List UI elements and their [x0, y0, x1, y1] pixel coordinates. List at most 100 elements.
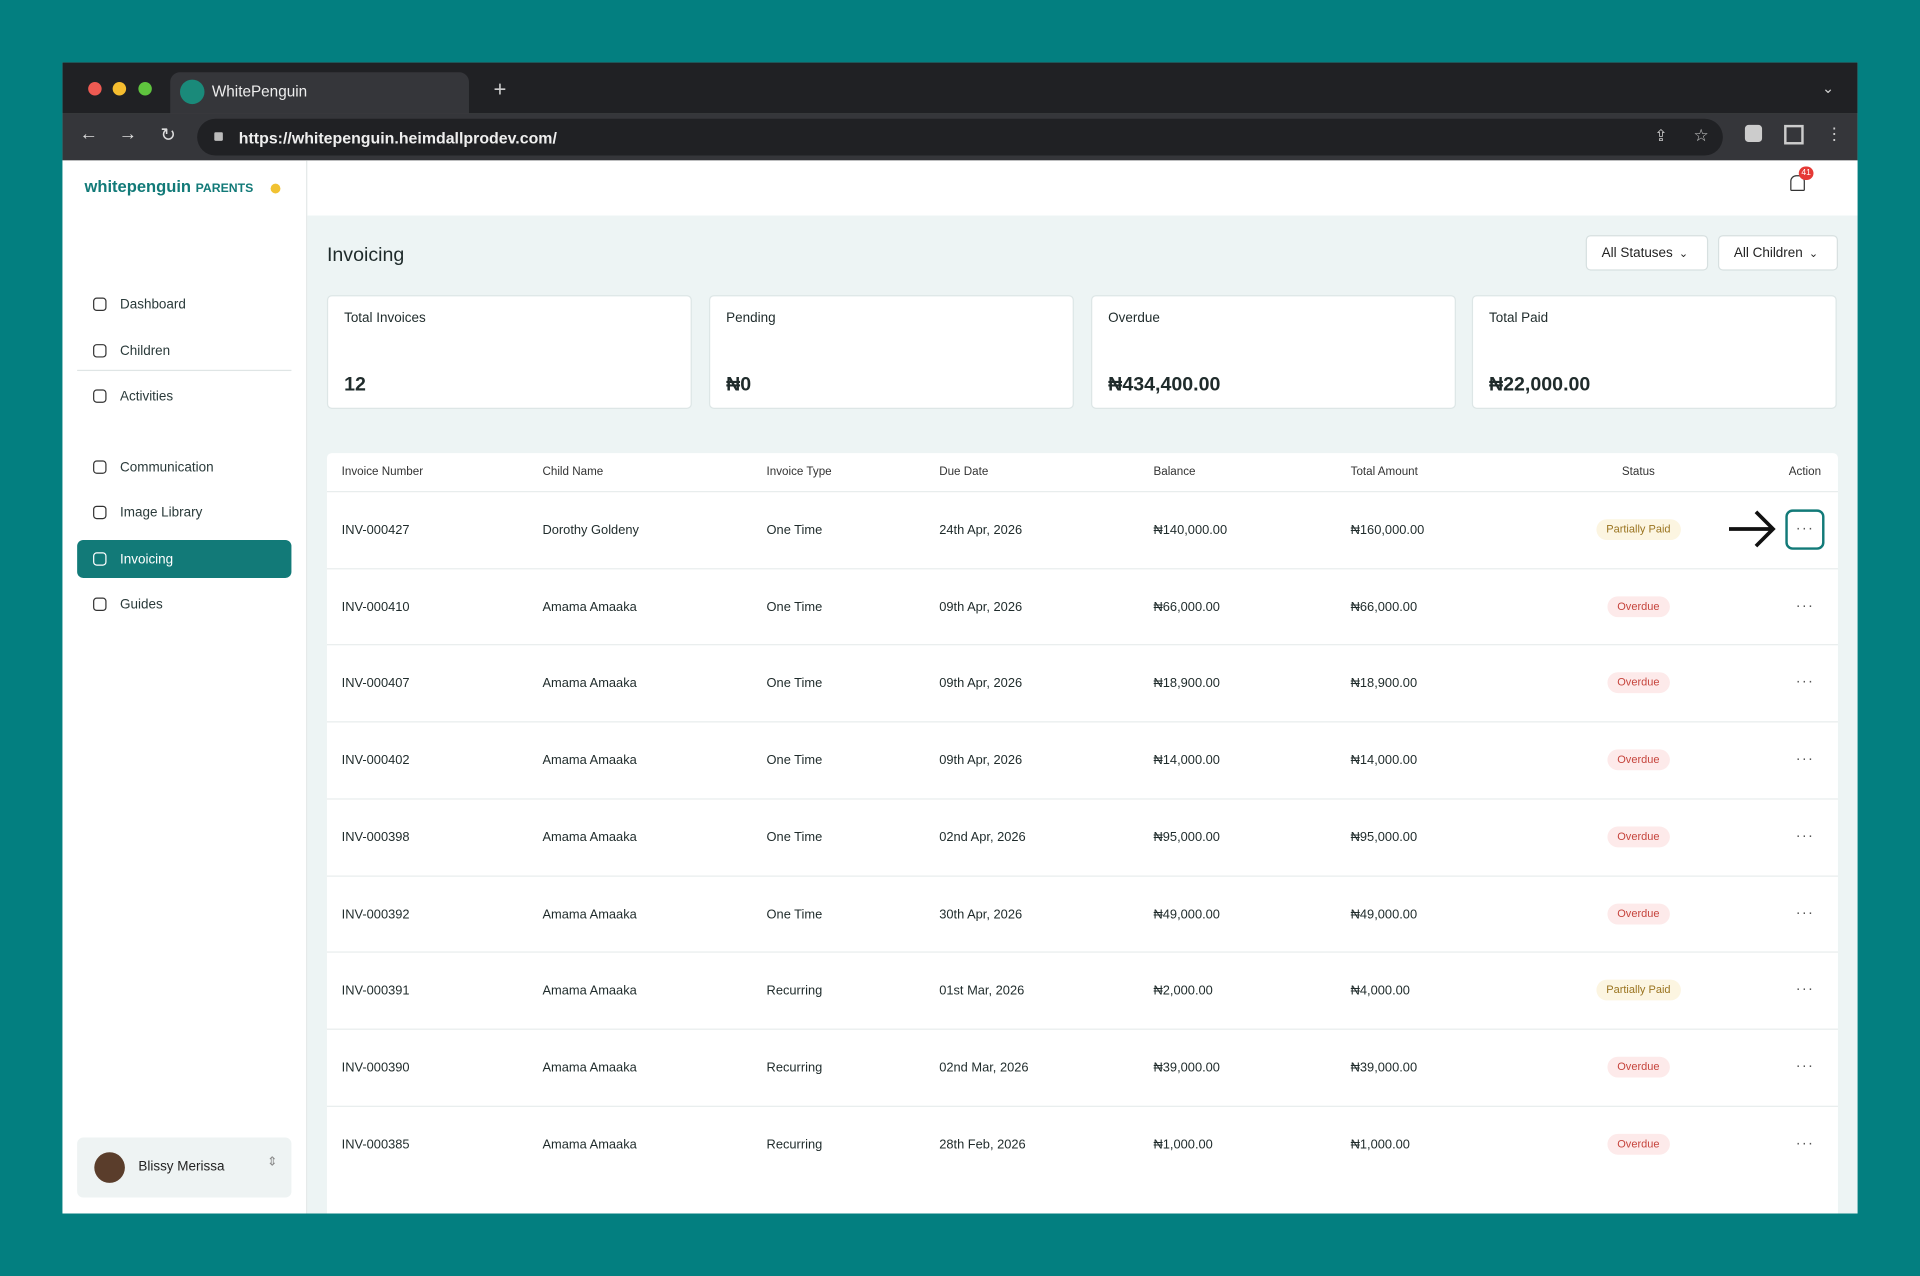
action-button[interactable]: ··· — [1795, 749, 1815, 767]
nav-item[interactable]: Communication — [77, 448, 291, 486]
minimize-button[interactable] — [112, 82, 127, 96]
side-panel[interactable] — [1784, 124, 1804, 145]
bookmark[interactable]: ☆ — [1693, 124, 1709, 145]
table-cell: INV-000427 — [341, 522, 410, 538]
table-cell: ₦66,000.00 — [1350, 599, 1418, 615]
status-pill: Partially Paid — [1596, 979, 1681, 1001]
table-cell: INV-000410 — [341, 599, 410, 615]
table-cell: ₦140,000.00 — [1153, 522, 1228, 538]
stat-value: ₦22,000.00 — [1488, 374, 1591, 396]
stat-label: Overdue — [1108, 311, 1160, 326]
table-cell: One Time — [766, 906, 823, 922]
nav-item[interactable]: Image Library — [77, 493, 291, 531]
action-button[interactable]: ··· — [1795, 826, 1815, 844]
top-bar: 41 — [307, 160, 1858, 216]
table-cell: Recurring — [766, 983, 823, 999]
filter-dropdown[interactable]: All Children ⌄ — [1717, 235, 1838, 271]
status-pill: Partially Paid — [1596, 519, 1681, 541]
brand-suffix: PARENTS — [195, 182, 254, 196]
nav-item[interactable]: Invoicing — [77, 540, 292, 578]
extensions[interactable] — [1744, 124, 1763, 143]
table-cell: INV-000390 — [341, 1060, 410, 1075]
filter-label: All Children — [1733, 246, 1803, 261]
nav-item[interactable]: Dashboard — [77, 285, 291, 323]
table-row: INV-000390 Amama Amaaka Recurring 02nd Mar,… — [326, 1028, 1838, 1105]
nav-item[interactable]: Guides — [77, 585, 291, 623]
new-tab[interactable]: + — [493, 77, 507, 102]
chevron: ⌄ — [1808, 247, 1819, 260]
table-cell: ₦39,000.00 — [1153, 1060, 1220, 1075]
table-row: INV-000391 Amama Amaaka Recurring 01st Mar,… — [326, 951, 1838, 1029]
column-header: Invoice Type — [766, 465, 832, 479]
table-row: INV-000402 Amama Amaaka One Time 09th Apr, … — [326, 721, 1838, 798]
avatar — [94, 1152, 125, 1183]
action-button[interactable]: ··· — [1795, 903, 1815, 921]
table-row: INV-000410 Amama Amaaka One Time 09th Apr, … — [326, 567, 1838, 645]
table-row: INV-000407 Amama Amaaka One Time 09th Apr, … — [326, 644, 1838, 722]
close-button[interactable] — [88, 82, 102, 96]
share[interactable]: ⇪ — [1654, 126, 1668, 145]
stat-label: Total Invoices — [344, 311, 426, 326]
stat-card: Total Invoices 12 — [326, 295, 692, 409]
forward[interactable]: → — [118, 123, 138, 145]
table-cell: 09th Apr, 2026 — [939, 753, 1023, 768]
nav-label: Guides — [120, 596, 163, 612]
nav-item[interactable]: Children — [77, 332, 291, 370]
table-cell: ₦49,000.00 — [1153, 906, 1220, 922]
column-header: Action — [1788, 465, 1822, 479]
table-cell: ₦14,000.00 — [1350, 753, 1418, 768]
action-button[interactable]: ··· — [1795, 1133, 1815, 1151]
column-header: Child Name — [542, 465, 604, 479]
table-cell: Recurring — [766, 1137, 823, 1152]
stat-card: Total Paid ₦22,000.00 — [1471, 295, 1837, 409]
nav-item[interactable]: Activities — [77, 377, 291, 415]
table-cell: 02nd Mar, 2026 — [939, 1060, 1029, 1075]
sidebar: whitepenguin PARENTS Dashboard Children Ac… — [62, 160, 308, 1214]
status-pill: Overdue — [1607, 826, 1670, 848]
table-cell: INV-000398 — [341, 829, 410, 845]
tab[interactable]: WhitePenguin — [170, 72, 469, 114]
action-button[interactable]: ··· — [1795, 595, 1815, 614]
action-button[interactable]: ··· — [1795, 519, 1815, 537]
table-row: INV-000427 Dorothy Goldeny One Time 24th Ap… — [326, 491, 1838, 568]
nav-icon — [93, 344, 107, 358]
nav-icon — [93, 505, 107, 520]
favicon — [180, 79, 205, 105]
tab-menu[interactable]: ⌄ — [1822, 79, 1835, 97]
status-pill: Overdue — [1607, 749, 1670, 771]
status-pill: Overdue — [1607, 903, 1670, 924]
action-button[interactable]: ··· — [1795, 672, 1815, 690]
table-row: INV-000392 Amama Amaaka One Time 30th Apr, … — [326, 874, 1838, 952]
menu[interactable]: ⋮ — [1825, 123, 1843, 144]
back[interactable]: ← — [79, 123, 98, 145]
filter-dropdown[interactable]: All Statuses ⌄ — [1585, 235, 1709, 271]
stat-value: ₦434,400.00 — [1108, 374, 1221, 396]
reload[interactable]: ↻ — [160, 124, 176, 146]
table-cell: Recurring — [766, 1060, 823, 1075]
nav-label: Image Library — [120, 505, 203, 520]
bell[interactable] — [1790, 175, 1805, 192]
table-cell: ₦95,000.00 — [1350, 829, 1418, 845]
table-cell: 02nd Apr, 2026 — [939, 829, 1026, 845]
table-cell: ₦2,000.00 — [1153, 983, 1213, 999]
table-cell: ₦4,000.00 — [1350, 983, 1410, 999]
nav-label: Activities — [120, 388, 174, 404]
action-button[interactable]: ··· — [1795, 979, 1815, 997]
nav-icon — [93, 389, 107, 403]
table-cell: Amama Amaaka — [542, 599, 637, 615]
table-cell: ₦14,000.00 — [1153, 753, 1220, 768]
column-header: Invoice Number — [341, 465, 424, 479]
stat-value: ₦0 — [726, 374, 752, 396]
table-cell: One Time — [766, 676, 823, 692]
maximize-button[interactable] — [138, 82, 152, 96]
table-cell: INV-000392 — [341, 906, 410, 922]
table-cell: Amama Amaaka — [542, 1060, 637, 1075]
nav-icon — [93, 460, 107, 474]
stat-value: 12 — [344, 374, 366, 396]
action-button[interactable]: ··· — [1795, 1056, 1815, 1074]
user-card[interactable]: Blissy Merissa ⇕ — [77, 1137, 292, 1198]
url-field[interactable]: https://whitepenguin.heimdallprodev.com/… — [197, 118, 1723, 156]
tab-bar: WhitePenguin + ⌄ — [62, 62, 1858, 114]
nav-icon — [93, 597, 107, 612]
table-cell: 28th Feb, 2026 — [939, 1137, 1026, 1152]
